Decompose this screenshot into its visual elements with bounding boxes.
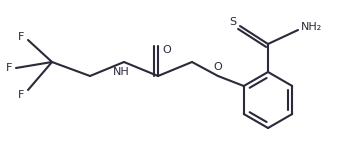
Text: S: S [229, 17, 237, 27]
Text: F: F [18, 90, 24, 100]
Text: O: O [214, 62, 222, 72]
Text: NH₂: NH₂ [301, 22, 323, 32]
Text: O: O [163, 45, 171, 55]
Text: F: F [6, 63, 12, 73]
Text: F: F [18, 32, 24, 42]
Text: NH: NH [113, 67, 129, 77]
